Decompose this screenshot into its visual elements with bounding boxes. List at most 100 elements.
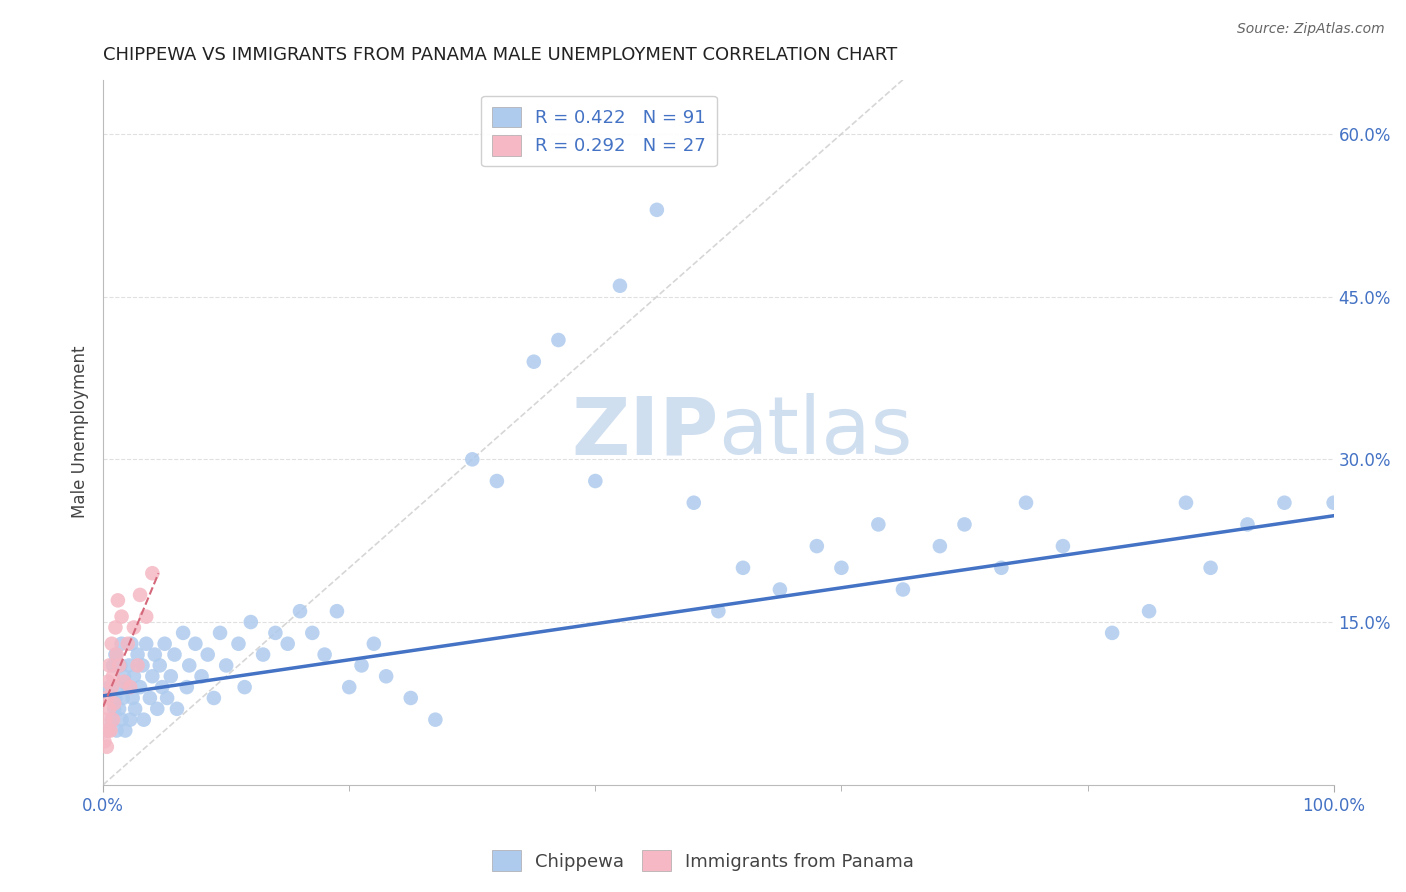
Point — [1052, 539, 1074, 553]
Point — [891, 582, 914, 597]
Point — [264, 626, 287, 640]
Point — [100, 713, 122, 727]
Point — [101, 669, 124, 683]
Point — [228, 637, 250, 651]
Point — [1199, 561, 1222, 575]
Point — [928, 539, 950, 553]
Point — [547, 333, 569, 347]
Point — [868, 517, 890, 532]
Point — [120, 713, 142, 727]
Point — [124, 702, 146, 716]
Point — [707, 604, 730, 618]
Point — [129, 588, 152, 602]
Point — [127, 648, 149, 662]
Point — [107, 680, 129, 694]
Point — [239, 615, 262, 629]
Point — [132, 713, 155, 727]
Point — [101, 658, 124, 673]
Point — [326, 604, 349, 618]
Text: CHIPPEWA VS IMMIGRANTS FROM PANAMA MALE UNEMPLOYMENT CORRELATION CHART: CHIPPEWA VS IMMIGRANTS FROM PANAMA MALE … — [103, 46, 897, 64]
Point — [120, 680, 142, 694]
Point — [141, 669, 163, 683]
Point — [121, 690, 143, 705]
Point — [215, 658, 238, 673]
Point — [156, 690, 179, 705]
Point — [97, 723, 120, 738]
Point — [523, 354, 546, 368]
Point — [112, 669, 135, 683]
Point — [96, 723, 118, 738]
Point — [110, 658, 132, 673]
Point — [314, 648, 336, 662]
Point — [425, 713, 447, 727]
Point — [350, 658, 373, 673]
Point — [129, 680, 152, 694]
Point — [110, 609, 132, 624]
Point — [131, 658, 153, 673]
Point — [288, 604, 311, 618]
Point — [159, 669, 181, 683]
Point — [184, 637, 207, 651]
Point — [122, 669, 145, 683]
Point — [107, 593, 129, 607]
Point — [112, 674, 135, 689]
Point — [399, 690, 422, 705]
Point — [103, 697, 125, 711]
Y-axis label: Male Unemployment: Male Unemployment — [72, 346, 89, 518]
Point — [163, 648, 186, 662]
Point — [769, 582, 792, 597]
Point — [583, 474, 606, 488]
Point — [645, 202, 668, 217]
Point — [149, 658, 172, 673]
Legend: Chippewa, Immigrants from Panama: Chippewa, Immigrants from Panama — [485, 843, 921, 879]
Point — [104, 648, 127, 662]
Point — [139, 690, 162, 705]
Point — [117, 680, 139, 694]
Legend: R = 0.422   N = 91, R = 0.292   N = 27: R = 0.422 N = 91, R = 0.292 N = 27 — [481, 95, 717, 166]
Point — [108, 702, 131, 716]
Text: Source: ZipAtlas.com: Source: ZipAtlas.com — [1237, 22, 1385, 37]
Point — [179, 658, 201, 673]
Point — [114, 723, 136, 738]
Point — [806, 539, 828, 553]
Point — [98, 658, 121, 673]
Point — [146, 702, 169, 716]
Point — [122, 620, 145, 634]
Point — [100, 723, 122, 738]
Point — [98, 680, 121, 694]
Point — [105, 723, 128, 738]
Point — [118, 658, 141, 673]
Text: ZIP: ZIP — [571, 393, 718, 471]
Point — [104, 690, 127, 705]
Point — [97, 674, 120, 689]
Point — [337, 680, 360, 694]
Point — [1175, 496, 1198, 510]
Point — [363, 637, 385, 651]
Point — [143, 648, 166, 662]
Point — [135, 637, 157, 651]
Point — [110, 713, 132, 727]
Point — [150, 680, 173, 694]
Point — [301, 626, 323, 640]
Point — [953, 517, 976, 532]
Point — [96, 690, 118, 705]
Point — [485, 474, 508, 488]
Point — [990, 561, 1012, 575]
Point — [609, 278, 631, 293]
Point — [135, 609, 157, 624]
Point — [461, 452, 484, 467]
Point — [153, 637, 176, 651]
Point — [120, 637, 142, 651]
Point — [1274, 496, 1296, 510]
Point — [176, 680, 198, 694]
Point — [172, 626, 194, 640]
Point — [1236, 517, 1258, 532]
Point — [96, 739, 118, 754]
Point — [93, 734, 115, 748]
Point — [104, 620, 127, 634]
Text: atlas: atlas — [718, 393, 912, 471]
Point — [111, 690, 134, 705]
Point — [233, 680, 256, 694]
Point — [202, 690, 225, 705]
Point — [277, 637, 299, 651]
